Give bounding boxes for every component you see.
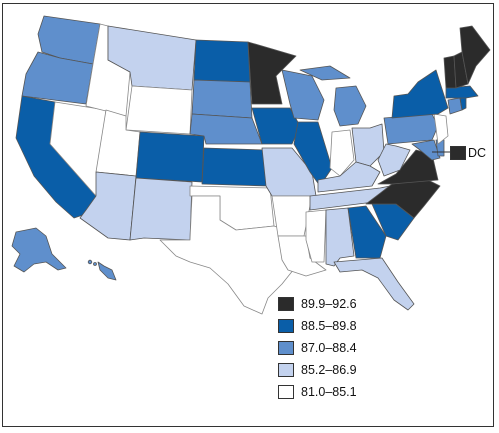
- state-NY: [391, 69, 449, 119]
- state-HI: [97, 261, 117, 281]
- legend-item: 85.2–86.9: [278, 362, 418, 378]
- state-WI: [281, 69, 325, 121]
- state-WV: [377, 143, 411, 177]
- state-HI-island: [87, 259, 93, 265]
- legend-swatch: [278, 385, 294, 399]
- state-FL: [333, 257, 415, 311]
- state-MN: [247, 41, 297, 105]
- state-WY: [125, 85, 193, 135]
- legend-item: 88.5–89.8: [278, 318, 418, 334]
- state-MA: [445, 85, 479, 99]
- state-ND: [193, 39, 251, 83]
- legend-swatch: [278, 363, 294, 377]
- legend-label: 89.9–92.6: [301, 297, 357, 311]
- state-PA: [383, 113, 439, 145]
- state-IN: [329, 129, 355, 177]
- dc-label: DC: [468, 146, 487, 160]
- state-GA: [347, 205, 387, 259]
- legend-label: 81.0–85.1: [301, 385, 357, 399]
- state-CO: [135, 131, 205, 183]
- legend-label: 87.0–88.4: [301, 341, 357, 355]
- state-CT: [447, 97, 463, 115]
- legend-swatch: [278, 319, 294, 333]
- legend-item: 89.9–92.6: [278, 296, 418, 312]
- state-ME: [459, 25, 491, 85]
- state-MD: [411, 139, 441, 161]
- state-MI-upper: [299, 65, 351, 81]
- dc-swatch: [450, 146, 466, 160]
- state-MI: [333, 85, 367, 127]
- legend-item: 87.0–88.4: [278, 340, 418, 356]
- state-TX: [159, 195, 299, 315]
- state-NJ: [433, 113, 449, 145]
- state-AK: [11, 227, 67, 273]
- legend-swatch: [278, 341, 294, 355]
- legend-label: 88.5–89.8: [301, 319, 357, 333]
- state-NM: [129, 177, 193, 241]
- state-KS: [201, 147, 269, 187]
- legend-label: 85.2–86.9: [301, 363, 357, 377]
- legend-item: 81.0–85.1: [278, 384, 418, 400]
- state-NE: [189, 113, 263, 145]
- state-SD: [191, 79, 253, 119]
- legend-swatch: [278, 297, 294, 311]
- state-MS: [305, 209, 327, 263]
- state-HI-island2: [93, 262, 97, 266]
- state-KY: [317, 161, 381, 193]
